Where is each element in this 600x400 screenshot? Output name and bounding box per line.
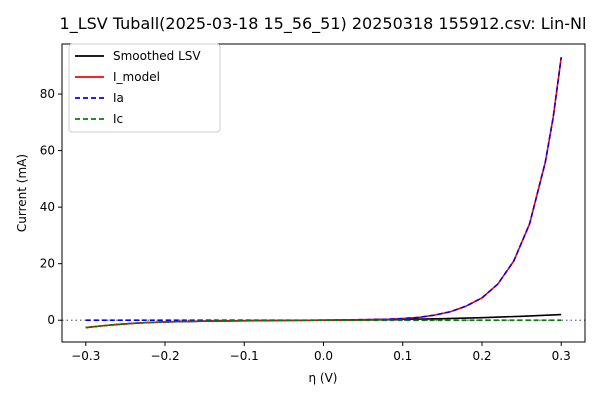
- legend-label: I_model: [113, 70, 160, 84]
- x-axis-label: η (V): [309, 371, 338, 385]
- legend: Smoothed LSV I_model Ia Ic: [68, 43, 221, 133]
- x-tick-label: 0.2: [472, 349, 491, 363]
- x-tick-label: 0.3: [552, 349, 571, 363]
- legend-label: Ia: [113, 91, 124, 105]
- y-tick-label: 40: [40, 200, 55, 214]
- y-axis: 0 20 40 60 80: [40, 87, 62, 327]
- x-tick-label: 0.1: [393, 349, 412, 363]
- y-tick-label: 0: [47, 313, 55, 327]
- y-tick-label: 20: [40, 257, 55, 271]
- legend-label: Smoothed LSV: [113, 49, 201, 63]
- y-tick-label: 80: [40, 87, 55, 101]
- legend-label: Ic: [113, 112, 123, 126]
- y-axis-label: Current (mA): [15, 154, 29, 232]
- x-axis: −0.3 −0.2 −0.1 0.0 0.1 0.2 0.3: [71, 342, 571, 363]
- x-tick-label: −0.2: [150, 349, 179, 363]
- plot-area: [61, 43, 586, 343]
- x-tick-label: −0.3: [71, 349, 100, 363]
- y-tick-label: 60: [40, 144, 55, 158]
- chart-title: 1_LSV Tuball(2025-03-18 15_56_51) 202503…: [60, 14, 587, 34]
- x-tick-label: −0.1: [230, 349, 259, 363]
- legend-box: [68, 43, 221, 133]
- x-tick-label: 0.0: [314, 349, 333, 363]
